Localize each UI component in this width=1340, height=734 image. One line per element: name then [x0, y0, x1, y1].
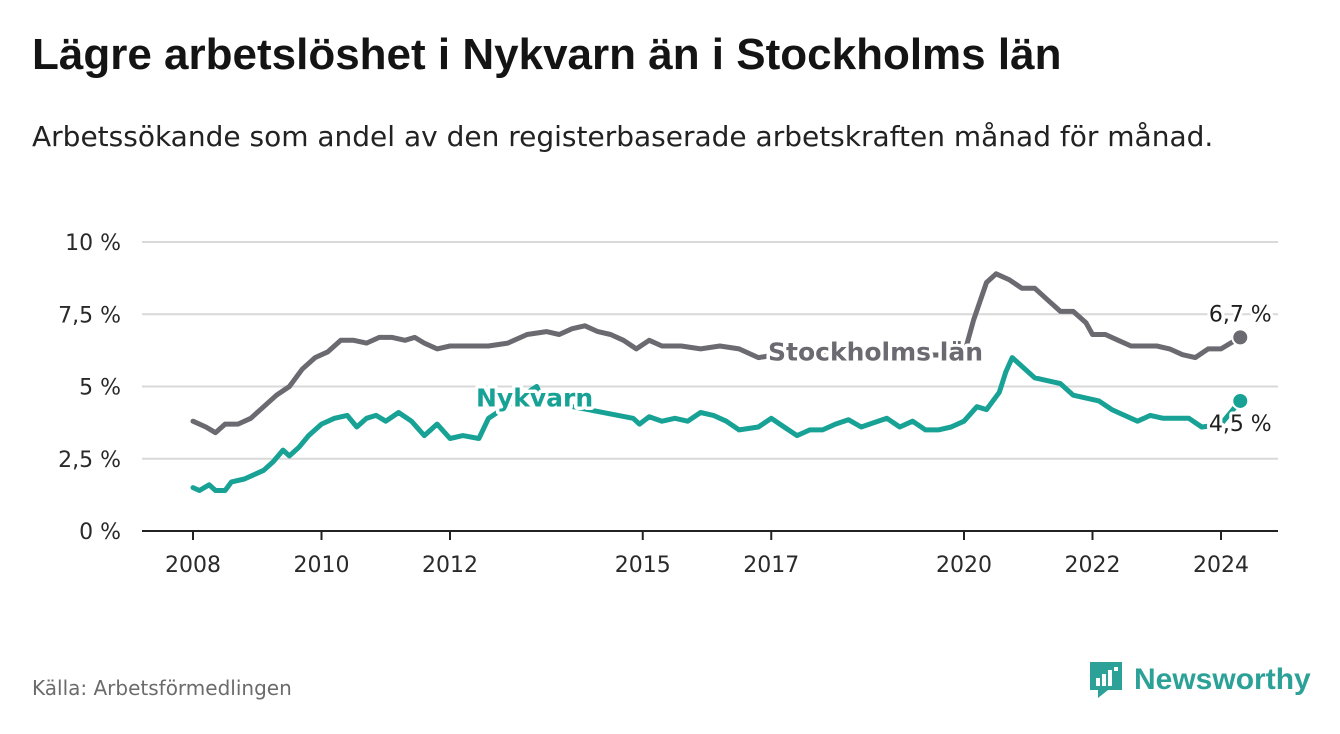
x-tick-label: 2015 [615, 553, 671, 578]
newsworthy-logo-icon [1090, 662, 1122, 698]
x-tick-label: 2010 [294, 553, 350, 578]
chart-subtitle: Arbetssökande som andel av den registerb… [32, 120, 1214, 153]
series-end-marker-nykvarn [1231, 391, 1250, 410]
series-label-nykvarn: Nykvarn [476, 384, 593, 413]
x-tick-label: 2012 [422, 553, 478, 578]
x-tick-label: 2017 [743, 553, 799, 578]
x-tick-label: 2022 [1065, 553, 1121, 578]
y-tick-label: 2,5 % [58, 448, 121, 473]
source-note: Källa: Arbetsförmedlingen [32, 676, 292, 700]
end-value-label-stockholms-lan: 6,7 % [1209, 302, 1272, 327]
chart-title: Lägre arbetslöshet i Nykvarn än i Stockh… [32, 30, 1062, 79]
x-tick-label: 2024 [1193, 553, 1249, 578]
series-line-nykvarn [190, 355, 1243, 493]
brand[interactable]: Newsworthy [1088, 660, 1311, 700]
y-tick-label: 0 % [79, 520, 121, 545]
series-label-stockholms-lan: Stockholms län [768, 337, 983, 366]
series-line-stockholms-lan [190, 271, 1243, 436]
y-tick-label: 7,5 % [58, 303, 121, 328]
series-end-marker-stockholms-lan [1231, 328, 1250, 347]
x-tick-label: 2008 [165, 553, 221, 578]
y-tick-label: 5 % [79, 376, 121, 401]
end-value-label-nykvarn: 4,5 % [1209, 412, 1272, 437]
x-tick-label: 2020 [936, 553, 992, 578]
brand-name: Newsworthy [1134, 663, 1311, 696]
y-tick-label: 10 % [65, 231, 121, 256]
